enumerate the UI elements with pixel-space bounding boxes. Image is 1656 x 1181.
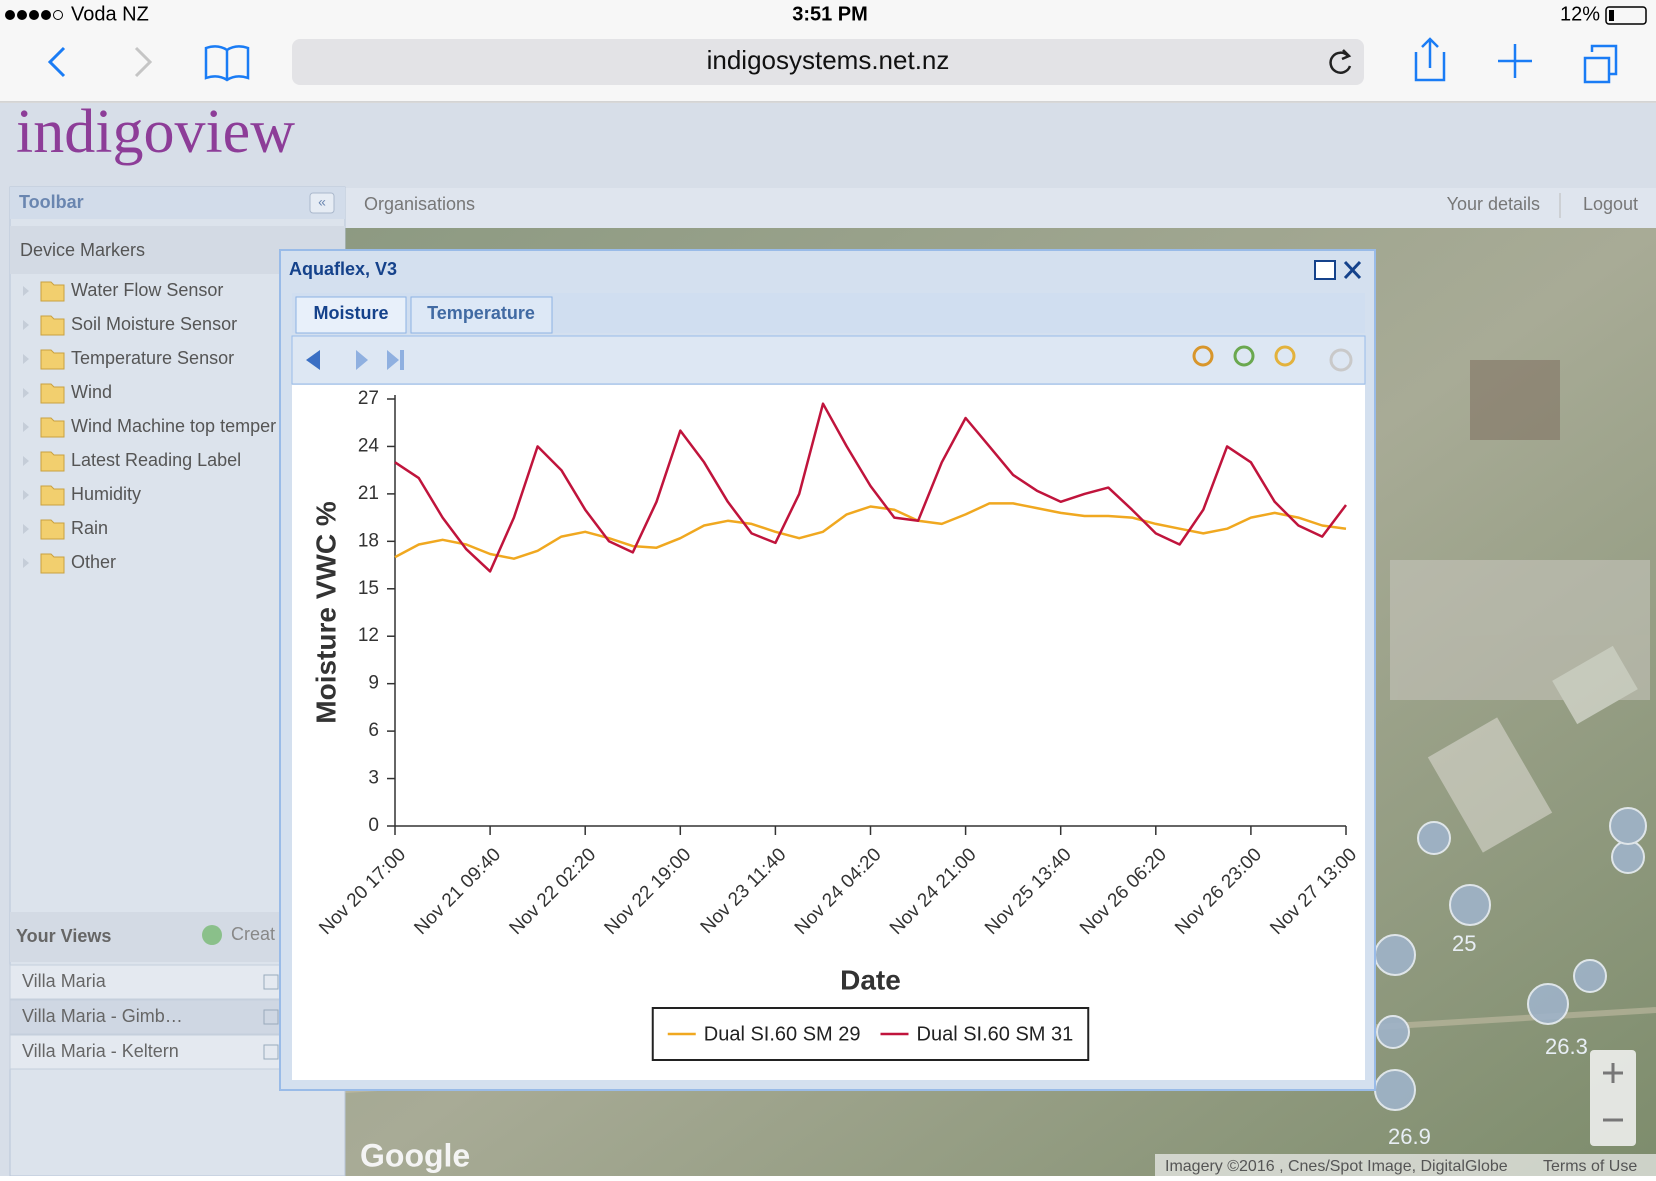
y-tick-label: 21 bbox=[358, 483, 379, 504]
folder-icon bbox=[41, 486, 64, 505]
clock: 3:51 PM bbox=[792, 3, 868, 25]
nav-link[interactable]: Your details bbox=[1447, 194, 1540, 214]
logo: indigoview bbox=[16, 98, 295, 166]
tree-item[interactable]: Wind Machine top temper bbox=[71, 416, 276, 436]
create-icon bbox=[202, 925, 222, 945]
battery-level: 12% bbox=[1560, 3, 1600, 25]
y-tick-label: 24 bbox=[358, 435, 380, 456]
view-item: Villa Maria bbox=[22, 971, 107, 991]
map-attribution: Imagery ©2016 , Cnes/Spot Image, Digital… bbox=[1165, 1158, 1508, 1175]
y-axis-title: Moisture VWC % bbox=[310, 501, 341, 724]
tree-item[interactable]: Humidity bbox=[71, 484, 141, 504]
folder-icon bbox=[41, 384, 64, 403]
y-tick-label: 3 bbox=[368, 768, 379, 789]
window-title: Aquaflex, V3 bbox=[289, 259, 397, 279]
toolbar-title: Toolbar bbox=[19, 192, 84, 212]
tab-label: Moisture bbox=[313, 303, 388, 323]
y-tick-label: 27 bbox=[358, 388, 379, 409]
tree-item[interactable]: Other bbox=[71, 552, 116, 572]
folder-icon bbox=[41, 316, 64, 335]
tree-item[interactable]: Temperature Sensor bbox=[71, 348, 234, 368]
y-tick-label: 15 bbox=[358, 578, 379, 599]
map-label: 26.3 bbox=[1545, 1034, 1588, 1059]
legend-label: Dual SI.60 SM 31 bbox=[917, 1023, 1074, 1045]
url: indigosystems.net.nz bbox=[707, 45, 950, 75]
tree-item[interactable]: Soil Moisture Sensor bbox=[71, 314, 237, 334]
map-label: 25 bbox=[1452, 931, 1476, 956]
y-tick-label: 12 bbox=[358, 625, 379, 646]
map-label: 26.9 bbox=[1388, 1124, 1431, 1149]
page: Voda NZ 3:51 PM 12% indigosystems.net.nz… bbox=[0, 0, 1656, 1176]
tree-item[interactable]: Rain bbox=[71, 518, 108, 538]
view-item: Villa Maria - Keltern bbox=[22, 1041, 179, 1061]
legend-label: Dual SI.60 SM 29 bbox=[704, 1023, 861, 1045]
carrier: Voda NZ bbox=[71, 3, 149, 25]
y-tick-label: 6 bbox=[368, 720, 379, 741]
collapse-icon: « bbox=[318, 194, 326, 210]
chart-toolbar bbox=[292, 336, 1365, 384]
folder-icon bbox=[41, 520, 64, 539]
tree-item[interactable]: Wind bbox=[71, 382, 112, 402]
y-tick-label: 9 bbox=[368, 673, 379, 694]
y-tick-label: 18 bbox=[358, 530, 379, 551]
map-brand: Google bbox=[360, 1137, 470, 1173]
view-item: Villa Maria - Gimb… bbox=[22, 1006, 183, 1026]
nav-link[interactable]: Organisations bbox=[364, 194, 475, 214]
chart-area bbox=[292, 385, 1365, 1080]
folder-icon bbox=[41, 418, 64, 437]
nav-link[interactable]: Logout bbox=[1583, 194, 1638, 214]
folder-icon bbox=[41, 554, 64, 573]
section-title: Device Markers bbox=[20, 240, 145, 260]
create-link[interactable]: Creat bbox=[231, 924, 275, 944]
map-terms[interactable]: Terms of Use bbox=[1543, 1158, 1637, 1175]
y-tick-label: 0 bbox=[368, 815, 379, 836]
tree-item[interactable]: Latest Reading Label bbox=[71, 450, 241, 470]
folder-icon bbox=[41, 350, 64, 369]
tree-item[interactable]: Water Flow Sensor bbox=[71, 280, 223, 300]
folder-icon bbox=[41, 282, 64, 301]
maximize-button[interactable] bbox=[1315, 261, 1335, 279]
screen: Voda NZ 3:51 PM 12% indigosystems.net.nz… bbox=[0, 0, 1656, 1176]
tab-label: Temperature bbox=[427, 303, 535, 323]
views-title: Your Views bbox=[16, 926, 111, 946]
battery-fill bbox=[1609, 10, 1614, 21]
x-axis-title: Date bbox=[840, 964, 901, 995]
folder-icon bbox=[41, 452, 64, 471]
